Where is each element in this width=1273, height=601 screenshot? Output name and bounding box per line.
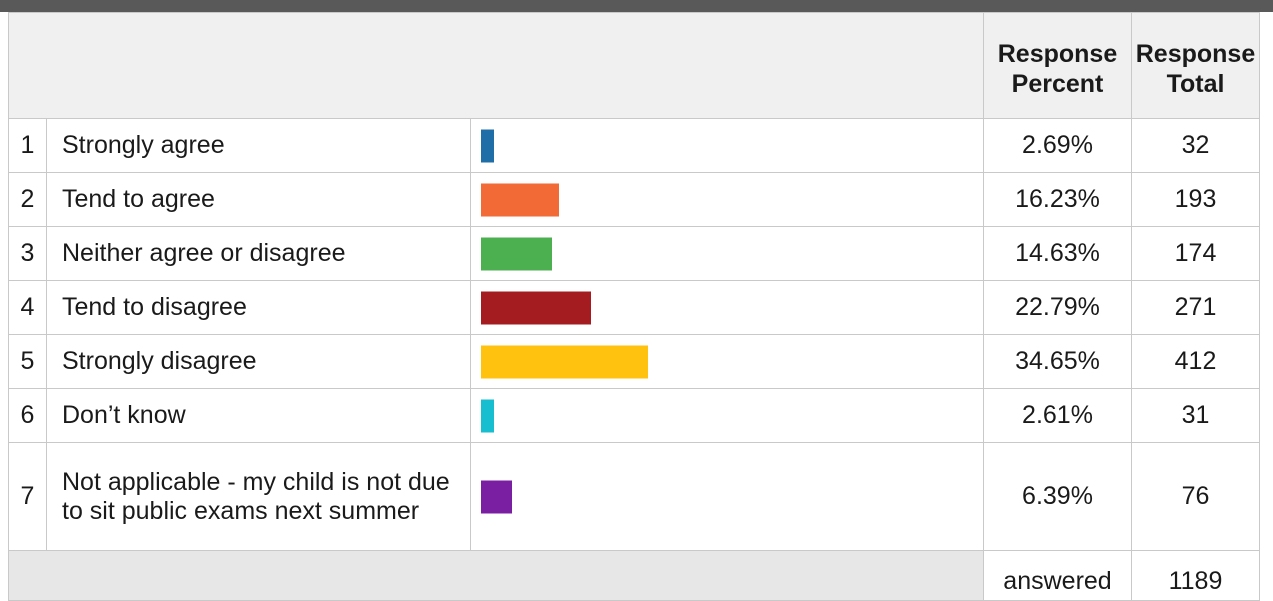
bar-1 xyxy=(481,129,494,162)
table-row: 4 Tend to disagree 22.79% 271 xyxy=(8,280,1260,335)
response-total-value: 31 xyxy=(1131,388,1260,443)
row-number: 4 xyxy=(8,280,47,335)
row-label: Tend to disagree xyxy=(46,280,471,335)
header-row: Response Percent Response Total xyxy=(8,12,1260,119)
response-total-header: Response Total xyxy=(1131,12,1260,119)
row-number: 6 xyxy=(8,388,47,443)
row-number: 1 xyxy=(8,118,47,173)
table-row: 5 Strongly disagree 34.65% 412 xyxy=(8,334,1260,389)
bar-4 xyxy=(481,291,591,324)
table-row: 2 Tend to agree 16.23% 193 xyxy=(8,172,1260,227)
response-percent-value: 16.23% xyxy=(983,172,1132,227)
row-label: Strongly disagree xyxy=(46,334,471,389)
answered-label: answered xyxy=(983,550,1132,601)
response-total-header-line1: Response xyxy=(1135,39,1256,68)
bar-3 xyxy=(481,237,552,270)
response-percent-header: Response Percent xyxy=(983,12,1132,119)
top-bar xyxy=(0,0,1273,12)
table-row: 3 Neither agree or disagree 14.63% 174 xyxy=(8,226,1260,281)
bar-cell xyxy=(470,388,984,443)
response-percent-header-line1: Response xyxy=(997,39,1118,68)
table-row: 1 Strongly agree 2.69% 32 xyxy=(8,118,1260,173)
response-total-value: 271 xyxy=(1131,280,1260,335)
row-label: Strongly agree xyxy=(46,118,471,173)
survey-results-table: Response Percent Response Total 1 Strongl… xyxy=(8,12,1260,601)
footer-blank-cell xyxy=(8,550,984,601)
row-label: Neither agree or disagree xyxy=(46,226,471,281)
header-blank-cell xyxy=(8,12,984,119)
response-percent-value: 34.65% xyxy=(983,334,1132,389)
response-total-value: 76 xyxy=(1131,442,1260,551)
row-label: Don’t know xyxy=(46,388,471,443)
response-total-value: 32 xyxy=(1131,118,1260,173)
row-label: Not applicable - my child is not due to … xyxy=(46,442,471,551)
bar-6 xyxy=(481,399,494,432)
bar-cell xyxy=(470,442,984,551)
answered-total: 1189 xyxy=(1131,550,1260,601)
bar-2 xyxy=(481,183,560,216)
response-percent-value: 14.63% xyxy=(983,226,1132,281)
response-percent-value: 22.79% xyxy=(983,280,1132,335)
bar-cell xyxy=(470,118,984,173)
table-row: 7 Not applicable - my child is not due to… xyxy=(8,442,1260,551)
table-row: 6 Don’t know 2.61% 31 xyxy=(8,388,1260,443)
row-number: 2 xyxy=(8,172,47,227)
bar-cell xyxy=(470,334,984,389)
response-total-header-line2: Total xyxy=(1166,69,1225,98)
row-number: 3 xyxy=(8,226,47,281)
bar-cell xyxy=(470,172,984,227)
response-percent-value: 2.69% xyxy=(983,118,1132,173)
response-percent-value: 2.61% xyxy=(983,388,1132,443)
response-percent-value: 6.39% xyxy=(983,442,1132,551)
response-total-value: 412 xyxy=(1131,334,1260,389)
response-percent-header-line2: Percent xyxy=(1011,69,1104,98)
bar-5 xyxy=(481,345,648,378)
row-label: Tend to agree xyxy=(46,172,471,227)
footer-row: answered 1189 xyxy=(8,550,1260,601)
bar-7 xyxy=(481,480,512,513)
bar-cell xyxy=(470,280,984,335)
row-number: 5 xyxy=(8,334,47,389)
response-total-value: 174 xyxy=(1131,226,1260,281)
row-number: 7 xyxy=(8,442,47,551)
response-total-value: 193 xyxy=(1131,172,1260,227)
bar-cell xyxy=(470,226,984,281)
